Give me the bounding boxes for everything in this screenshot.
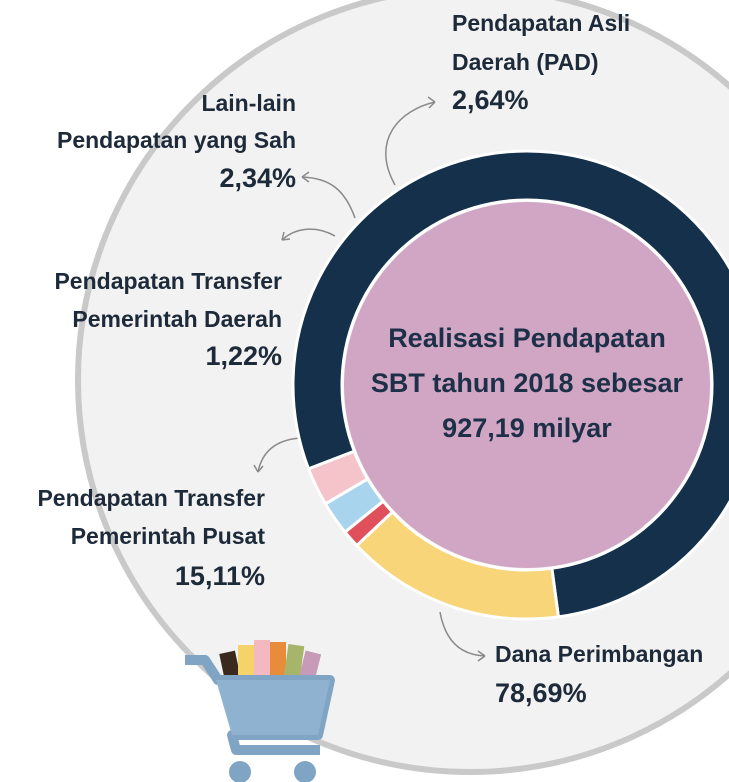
category-label: Dana Perimbangan (495, 641, 703, 667)
category-label: Pendapatan yang Sah (57, 127, 296, 153)
arrow-head (253, 464, 264, 473)
category-label: Pendapatan Transfer (37, 485, 265, 511)
arrows (253, 96, 486, 662)
arrow-dana (439, 611, 486, 657)
donut-segment (291, 149, 729, 619)
center-circle (344, 202, 710, 568)
category-label: Lain-lain (201, 90, 296, 116)
value-label: 2,34% (219, 163, 296, 193)
arrow-pusat (257, 437, 301, 473)
category-label: Pemerintah Pusat (71, 523, 266, 549)
value-label: 78,69% (495, 678, 587, 708)
arrow-head (301, 171, 310, 183)
arrow-pad (385, 101, 436, 186)
arrow-daerah (281, 228, 336, 241)
arrow-head (477, 650, 486, 662)
category-label: Pendapatan Asli (452, 10, 630, 36)
value-label: 15,11% (175, 561, 265, 591)
category-label: Pemerintah Daerah (72, 306, 282, 332)
arrow-head (281, 231, 291, 241)
category-label: Daerah (PAD) (452, 49, 599, 75)
center-text: SBT tahun 2018 sebesar (371, 368, 684, 398)
cart-icon (185, 640, 335, 782)
arrow-lain (301, 176, 356, 219)
center-text: 927,19 milyar (442, 413, 612, 443)
value-label: 1,22% (205, 341, 282, 371)
category-label: Pendapatan Transfer (54, 268, 282, 294)
value-label: 2,64% (452, 85, 529, 115)
donut: Realisasi Pendapatan SBT tahun 2018 sebes… (291, 149, 729, 621)
donut-segment (306, 449, 370, 506)
center-text: Realisasi Pendapatan (388, 323, 666, 353)
arrow-head (427, 96, 436, 109)
labels: Dana Perimbangan 78,69% Pendapatan Transfe… (37, 10, 703, 708)
